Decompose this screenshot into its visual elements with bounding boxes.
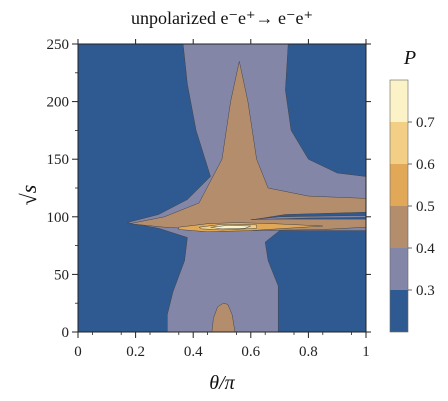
colorbar-label: 0.3 <box>416 283 435 299</box>
x-tick-label: 0 <box>74 344 82 360</box>
y-tick-label: 150 <box>47 152 70 168</box>
colorbar-swatch <box>390 248 408 290</box>
colorbar-swatch <box>390 290 408 332</box>
y-tick-label: 100 <box>47 210 70 226</box>
colorbar-label: 0.7 <box>416 115 435 131</box>
y-tick-label: 50 <box>54 267 69 283</box>
x-tick-label: 0.2 <box>126 344 145 360</box>
chart-title: unpolarized e⁻e⁺→ e⁻e⁺ <box>131 8 313 28</box>
y-tick-label: 250 <box>47 37 70 53</box>
colorbar: 0.3 0.4 0.5 0.6 0.7 <box>389 79 435 333</box>
region-level-2-stripe <box>250 215 366 220</box>
legend-title: P <box>403 47 416 69</box>
x-tick-label: 0.8 <box>299 344 318 360</box>
colorbar-label: 0.5 <box>416 199 435 215</box>
y-axis-label: √s <box>16 185 41 206</box>
y-tick-label: 0 <box>62 325 70 341</box>
x-tick-label: 0.4 <box>184 344 203 360</box>
x-tick-label: 0.6 <box>241 344 260 360</box>
plot-area <box>78 44 366 332</box>
colorbar-swatch <box>390 164 408 206</box>
y-tick-label: 200 <box>47 95 70 111</box>
colorbar-label: 0.4 <box>416 241 435 257</box>
region-level-3-bottom <box>211 302 236 332</box>
region-level-6 <box>210 225 251 230</box>
y-axis: 0 50 100 150 200 250 <box>47 37 371 341</box>
colorbar-label: 0.6 <box>416 157 435 173</box>
colorbar-swatch <box>390 80 408 122</box>
colorbar-swatch <box>390 122 408 164</box>
x-tick-label: 1 <box>362 344 370 360</box>
colorbar-swatch <box>390 206 408 248</box>
x-axis-label: θ/π <box>209 372 235 394</box>
x-axis: 0 0.2 0.4 0.6 0.8 1 <box>74 39 370 360</box>
